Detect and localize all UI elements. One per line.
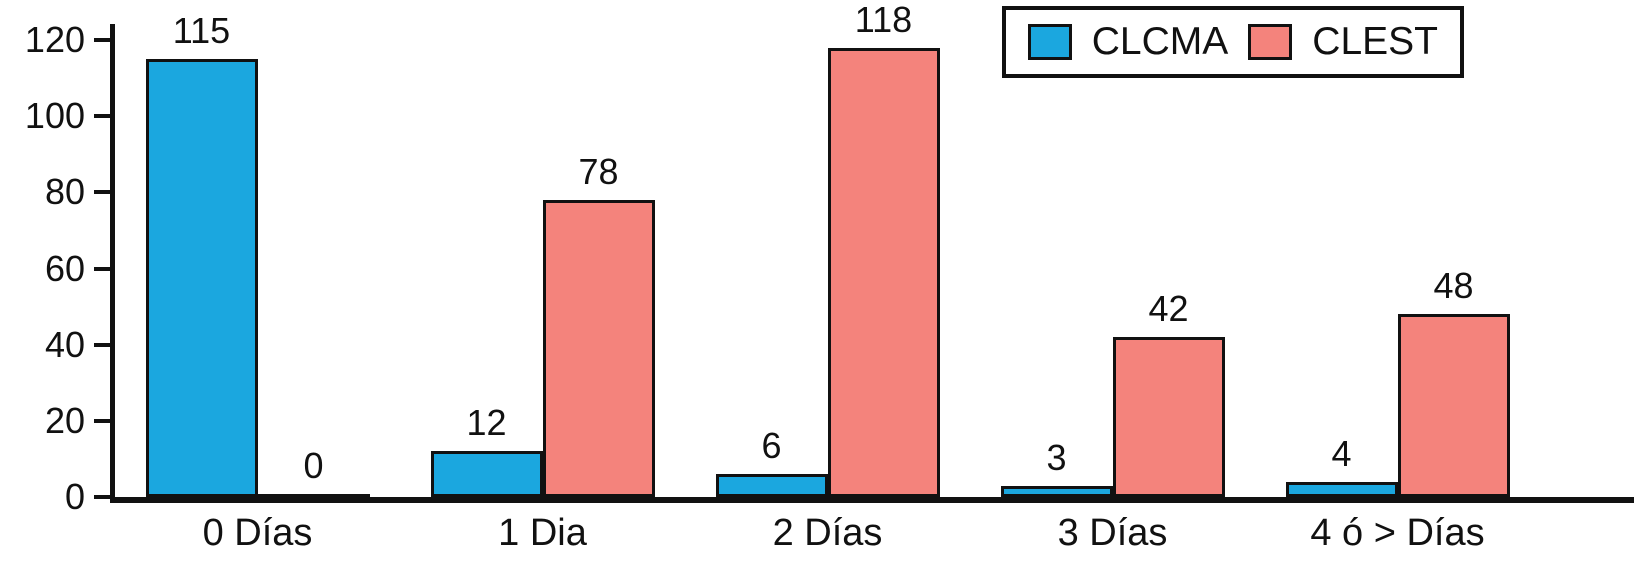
x-axis-label: 4 ó > Días [1310,512,1485,554]
y-tick-label: 80 [44,171,85,213]
y-tick-mark [94,190,110,195]
x-axis-label: 2 Días [772,512,883,554]
bar-value-label: 42 [1148,288,1189,329]
x-axis-label: 1 Dia [498,512,587,554]
bar-value-label: 115 [172,10,231,51]
legend-label-clcma: CLCMA [1091,20,1229,63]
bar-clcma-0 [145,59,258,497]
x-axis-label: 0 Días [202,512,313,554]
y-tick-label: 20 [44,399,85,441]
y-tick-mark [94,266,110,271]
y-tick-label: 40 [44,323,85,365]
x-axis-label: 3 Días [1057,512,1168,554]
y-tick-mark [94,495,110,499]
bar-value-label: 3 [1046,437,1067,478]
legend: CLCMA CLEST [1001,6,1464,78]
bar-value-label: 12 [466,402,507,443]
bar-clest-4 [1397,314,1510,497]
bar-clcma-2 [715,474,828,497]
legend-swatch-clcma [1027,24,1072,60]
bar-value-label: 0 [303,445,324,486]
bar-clest-3 [1112,337,1225,497]
bar-clcma-1 [430,451,543,497]
y-tick-mark [94,418,110,423]
bar-clcma-4 [1285,482,1398,497]
y-tick-label: 60 [44,247,85,289]
legend-swatch-clest [1248,24,1293,60]
y-tick-label: 100 [24,95,85,137]
y-axis-line [110,24,115,503]
y-tick-mark [94,38,110,42]
bar-clest-2 [827,48,940,497]
legend-label-clest: CLEST [1312,20,1438,63]
bar-value-label: 48 [1433,265,1474,306]
bar-value-label: 78 [578,151,619,192]
bar-clest-0 [257,494,370,500]
y-tick-label: 0 [64,476,85,517]
y-tick-label: 120 [24,19,85,60]
x-axis-line [110,497,1634,503]
bar-value-label: 118 [854,0,913,40]
y-tick-mark [94,114,110,119]
bar-clest-1 [542,200,655,497]
bar-clcma-3 [1000,486,1113,497]
y-tick-mark [94,342,110,347]
bar-value-label: 6 [761,425,782,466]
bar-value-label: 4 [1331,433,1352,474]
